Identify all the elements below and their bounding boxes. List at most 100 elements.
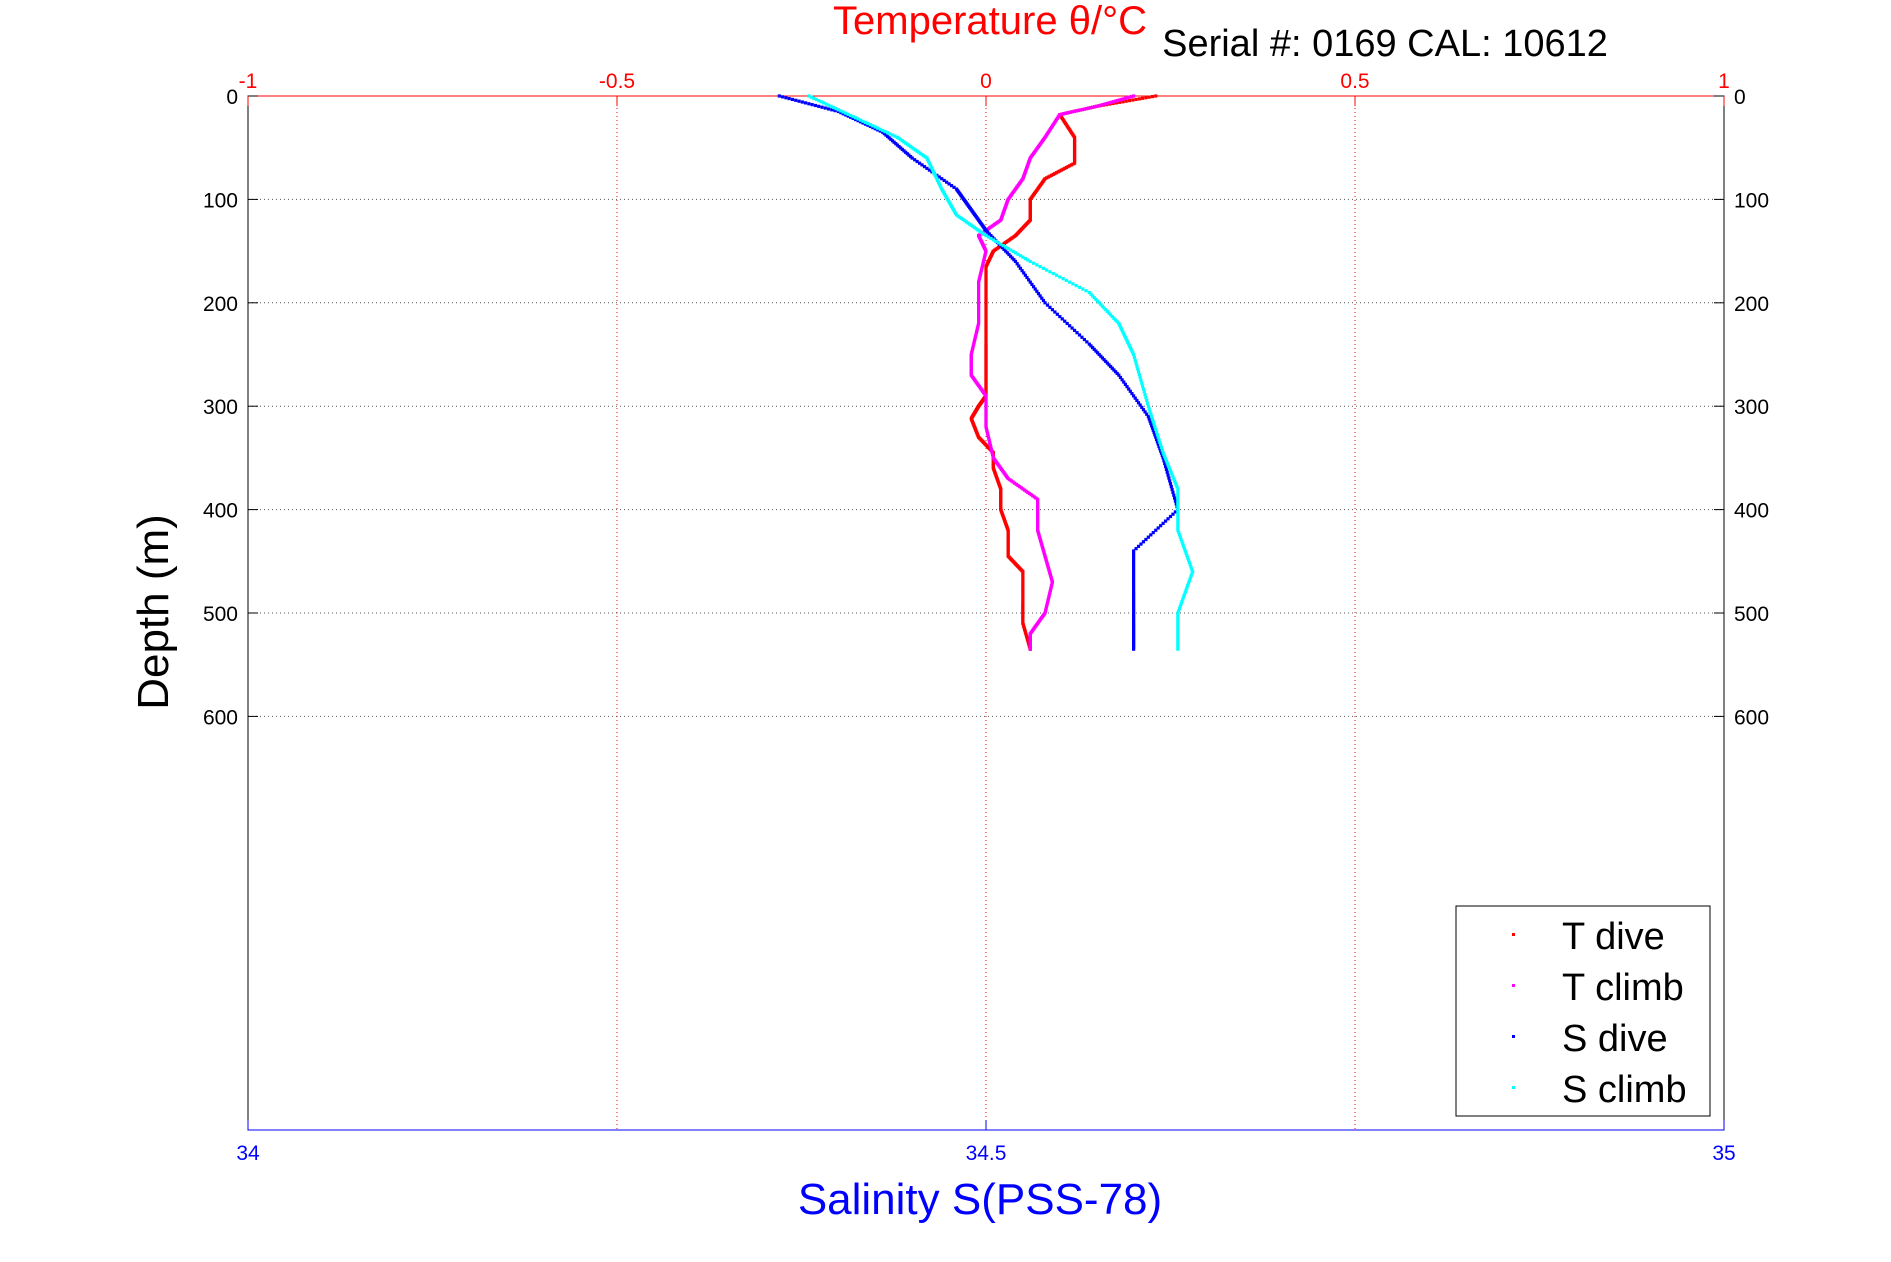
data-point — [972, 342, 976, 346]
data-point — [1132, 611, 1136, 615]
data-point — [1176, 621, 1180, 625]
data-point — [1049, 585, 1053, 589]
data-point — [1061, 167, 1065, 171]
data-point — [1022, 271, 1026, 275]
data-point — [1046, 175, 1050, 179]
data-point — [1146, 414, 1150, 419]
data-point — [1113, 318, 1118, 322]
data-point — [1115, 98, 1119, 103]
data-point — [1127, 98, 1132, 103]
data-point — [1176, 489, 1180, 493]
data-point — [1077, 333, 1082, 337]
data-point — [984, 427, 989, 431]
data-point — [1132, 588, 1136, 592]
data-point — [1176, 639, 1180, 643]
data-point — [1135, 398, 1139, 403]
data-point — [1176, 514, 1180, 519]
data-point — [826, 107, 831, 111]
data-point — [1176, 613, 1180, 617]
data-point — [1100, 356, 1105, 360]
x-top-tick-label: -0.5 — [599, 70, 635, 93]
data-point — [920, 163, 924, 167]
y-tick-label: 100 — [203, 189, 238, 212]
data-point — [1055, 312, 1059, 316]
data-point — [982, 232, 986, 237]
data-point — [1132, 549, 1136, 553]
data-point — [977, 317, 981, 321]
data-point — [861, 119, 865, 123]
data-point — [1115, 371, 1119, 376]
data-point — [984, 265, 988, 269]
data-point — [1099, 103, 1103, 107]
data-point — [1168, 469, 1173, 473]
data-point — [987, 232, 991, 236]
data-point — [984, 291, 988, 295]
data-point — [1141, 387, 1146, 391]
data-point — [866, 123, 870, 127]
x-bottom-tick-label: 34.5 — [966, 1142, 1007, 1165]
data-point — [890, 133, 895, 137]
data-point — [1176, 643, 1180, 647]
data-point — [987, 439, 991, 443]
data-point — [1094, 349, 1098, 353]
data-point — [794, 98, 798, 102]
data-point — [1113, 370, 1118, 374]
data-point — [1176, 615, 1180, 619]
data-point — [839, 111, 843, 115]
data-point — [1053, 171, 1057, 176]
data-point — [871, 124, 875, 128]
data-point — [1121, 100, 1125, 104]
data-point — [994, 239, 998, 243]
data-point — [907, 143, 911, 148]
data-point — [986, 433, 990, 438]
data-point — [1132, 355, 1137, 359]
legend-marker — [1512, 933, 1515, 936]
y-tick-label-right: 500 — [1734, 603, 1769, 626]
data-point — [1044, 607, 1048, 612]
data-point — [1165, 461, 1169, 465]
data-point — [1176, 512, 1180, 516]
data-point — [1094, 297, 1098, 301]
data-point — [1158, 440, 1162, 444]
data-point — [895, 143, 900, 147]
data-point — [1160, 448, 1164, 452]
data-point — [1082, 337, 1086, 342]
data-point — [1161, 456, 1165, 460]
data-point — [1154, 430, 1159, 434]
data-point — [981, 263, 985, 267]
data-point — [927, 161, 932, 165]
data-point — [918, 151, 922, 156]
serial-annotation: Serial #: 0169 CAL: 10612 — [1162, 23, 1608, 65]
data-point — [1018, 254, 1023, 258]
data-point — [1129, 347, 1133, 351]
data-point — [977, 310, 981, 314]
data-point — [1132, 606, 1136, 610]
data-point — [1118, 100, 1122, 104]
data-point — [1147, 407, 1151, 411]
data-point — [1160, 454, 1164, 458]
data-point — [1163, 464, 1168, 469]
data-point — [1179, 537, 1183, 542]
data-point — [1132, 618, 1136, 622]
data-point — [854, 116, 858, 120]
data-point — [1155, 440, 1159, 444]
data-point — [990, 235, 995, 239]
data-point — [807, 102, 811, 106]
data-point — [1176, 633, 1180, 637]
data-point — [912, 147, 916, 151]
data-point — [878, 127, 882, 131]
data-point — [985, 430, 989, 434]
data-point — [1182, 544, 1186, 548]
data-point — [1149, 421, 1153, 426]
data-point — [1036, 292, 1041, 296]
data-point — [1121, 330, 1125, 334]
data-point — [986, 435, 991, 439]
data-point — [1169, 471, 1173, 475]
data-point — [1182, 595, 1186, 599]
data-point — [1021, 597, 1025, 601]
data-point — [1150, 94, 1155, 99]
data-point — [1066, 165, 1070, 169]
data-point — [975, 327, 979, 331]
data-point — [984, 401, 988, 405]
data-point — [1176, 487, 1180, 491]
